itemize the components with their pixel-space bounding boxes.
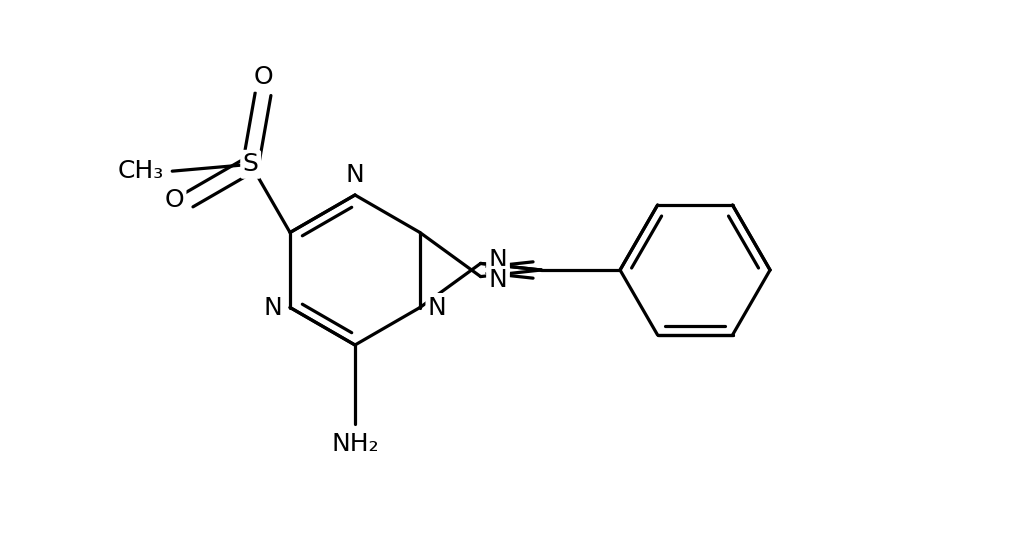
Text: N: N	[345, 163, 364, 187]
Text: N: N	[488, 248, 506, 271]
Text: O: O	[253, 65, 273, 89]
Text: N: N	[263, 295, 282, 319]
Text: N: N	[488, 268, 506, 293]
Text: O: O	[164, 188, 183, 212]
Text: NH₂: NH₂	[331, 432, 378, 456]
Text: CH₃: CH₃	[118, 159, 164, 183]
Text: N: N	[428, 295, 446, 319]
Text: S: S	[243, 152, 259, 176]
